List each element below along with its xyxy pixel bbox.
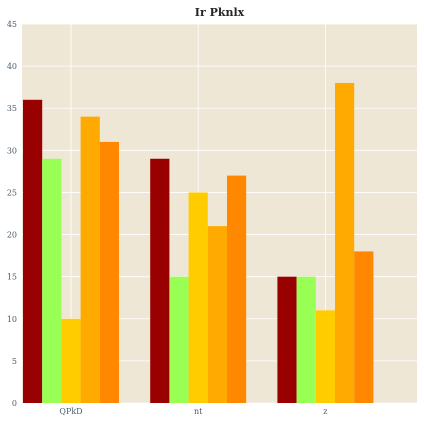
y-tick-label: 0 xyxy=(12,399,17,408)
y-tick-label: 25 xyxy=(7,188,17,197)
chart-title: Ir Pknlx xyxy=(195,6,245,19)
y-tick-label: 20 xyxy=(7,231,17,240)
bar-QPkD-series-2 xyxy=(42,158,62,403)
y-tick-label: 15 xyxy=(7,273,17,282)
bar-QPkD-series-5 xyxy=(99,141,119,403)
y-tick-label: 10 xyxy=(7,315,17,324)
y-tick-label: 45 xyxy=(7,20,17,29)
x-tick-label: z xyxy=(323,407,327,416)
y-axis-ticks: 0 5 10 15 20 25 30 35 40 45 xyxy=(7,20,17,408)
bar-QPkD-series-1 xyxy=(23,99,43,404)
bar-QPkD-series-3 xyxy=(61,318,81,403)
x-tick-label: nt xyxy=(194,407,203,416)
y-tick-label: 30 xyxy=(7,146,17,155)
bar-z-series-2 xyxy=(296,276,316,403)
y-tick-label: 5 xyxy=(12,357,17,366)
y-tick-label: 40 xyxy=(7,62,17,71)
bar-z-series-5 xyxy=(354,251,374,403)
bar-nt-series-2 xyxy=(169,276,189,403)
bar-z-series-1 xyxy=(277,276,297,403)
bars xyxy=(23,82,374,404)
y-tick-label: 35 xyxy=(7,104,17,113)
bar-nt-series-1 xyxy=(150,158,170,403)
bar-nt-series-4 xyxy=(207,226,227,403)
bar-z-series-4 xyxy=(335,82,355,404)
bar-nt-series-5 xyxy=(227,175,247,403)
x-axis-ticks: QPkD nt z xyxy=(59,407,327,416)
bar-z-series-3 xyxy=(315,310,335,403)
bar-nt-series-3 xyxy=(188,192,208,403)
x-tick-label: QPkD xyxy=(59,407,82,416)
bar-QPkD-series-4 xyxy=(80,116,100,403)
